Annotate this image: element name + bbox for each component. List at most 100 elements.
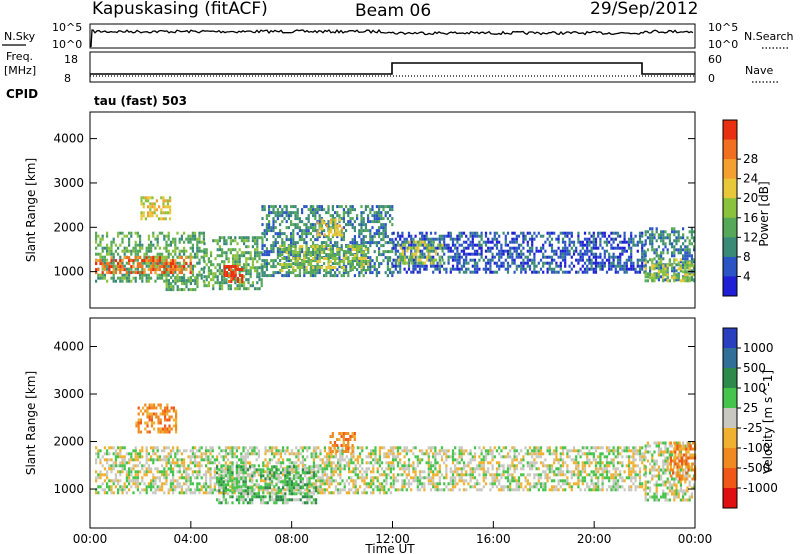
data-cell	[95, 231, 98, 235]
data-cell	[187, 467, 190, 471]
data-cell	[314, 248, 317, 251]
data-cell	[245, 266, 248, 270]
data-cell	[693, 273, 696, 277]
data-cell	[189, 252, 192, 256]
data-cell	[277, 449, 280, 453]
data-cell	[436, 246, 439, 250]
data-cell	[399, 267, 402, 271]
data-cell	[553, 231, 556, 235]
data-cell	[303, 257, 306, 260]
data-cell	[341, 449, 344, 453]
data-cell	[235, 495, 238, 499]
data-cell	[268, 208, 271, 212]
data-cell	[427, 258, 430, 262]
data-cell	[189, 467, 192, 471]
data-cell	[222, 464, 225, 468]
data-cell	[427, 240, 430, 244]
data-cell	[153, 421, 156, 425]
data-cell	[239, 274, 242, 277]
data-cell	[334, 464, 337, 468]
data-cell	[671, 254, 674, 258]
data-cell	[218, 281, 221, 285]
data-cell	[268, 211, 271, 215]
data-cell	[619, 246, 622, 250]
data-cell	[290, 480, 293, 484]
data-cell	[119, 464, 122, 468]
data-cell	[440, 255, 444, 259]
data-cell	[194, 488, 197, 492]
data-cell	[154, 446, 157, 450]
data-cell	[172, 485, 175, 489]
data-cell	[389, 250, 392, 254]
data-cell	[318, 208, 321, 212]
data-cell	[151, 196, 154, 200]
data-cell	[660, 254, 663, 258]
data-cell	[147, 199, 150, 203]
data-cell	[476, 267, 479, 271]
data-cell	[428, 243, 431, 247]
data-cell	[641, 252, 644, 256]
data-cell	[655, 266, 658, 270]
data-cell	[216, 263, 219, 267]
data-cell	[630, 252, 633, 256]
data-cell	[352, 452, 355, 456]
data-cell	[205, 491, 208, 495]
data-cell	[270, 211, 273, 215]
data-cell	[482, 240, 485, 244]
data-cell	[161, 464, 164, 468]
data-cell	[385, 455, 388, 459]
data-cell	[198, 488, 201, 492]
data-cell	[378, 247, 381, 251]
data-cell	[165, 262, 168, 266]
data-cell	[418, 237, 422, 241]
data-cell	[372, 470, 375, 474]
data-cell	[309, 223, 312, 227]
data-cell	[385, 479, 388, 483]
data-cell	[439, 246, 442, 250]
data-cell	[566, 252, 569, 256]
data-cell	[97, 452, 100, 456]
data-cell	[359, 470, 362, 474]
data-cell	[389, 259, 392, 263]
data-cell	[261, 223, 264, 227]
data-cell	[163, 470, 166, 474]
data-cell	[128, 461, 131, 465]
data-cell	[296, 251, 299, 254]
data-cell	[491, 258, 494, 262]
data-cell	[265, 223, 268, 227]
data-cell	[646, 236, 649, 240]
data-cell	[312, 271, 315, 275]
data-cell	[301, 446, 304, 450]
data-cell	[657, 278, 660, 282]
data-cell	[209, 470, 212, 474]
data-cell	[365, 476, 368, 480]
data-cell	[314, 271, 317, 275]
data-cell	[407, 261, 411, 265]
data-cell	[161, 473, 164, 477]
data-cell	[196, 237, 199, 241]
data-cell	[356, 260, 359, 263]
data-cell	[419, 261, 422, 265]
data-cell	[610, 267, 613, 271]
data-cell	[550, 267, 554, 271]
data-cell	[101, 262, 104, 266]
data-cell	[312, 458, 315, 462]
data-cell	[392, 243, 395, 247]
data-cell	[429, 237, 433, 241]
data-cell	[112, 452, 115, 456]
data-cell	[160, 196, 163, 200]
data-cell	[290, 244, 293, 248]
data-cell	[284, 449, 287, 453]
data-cell	[123, 488, 126, 492]
data-cell	[256, 287, 259, 291]
data-cell	[290, 461, 293, 465]
data-cell	[599, 255, 602, 259]
data-cell	[577, 237, 580, 241]
data-cell	[682, 263, 685, 267]
data-cell	[227, 465, 230, 469]
data-cell	[273, 455, 276, 459]
data-cell	[353, 241, 356, 245]
data-cell	[352, 467, 355, 471]
data-cell	[263, 262, 266, 266]
data-cell	[257, 449, 260, 453]
